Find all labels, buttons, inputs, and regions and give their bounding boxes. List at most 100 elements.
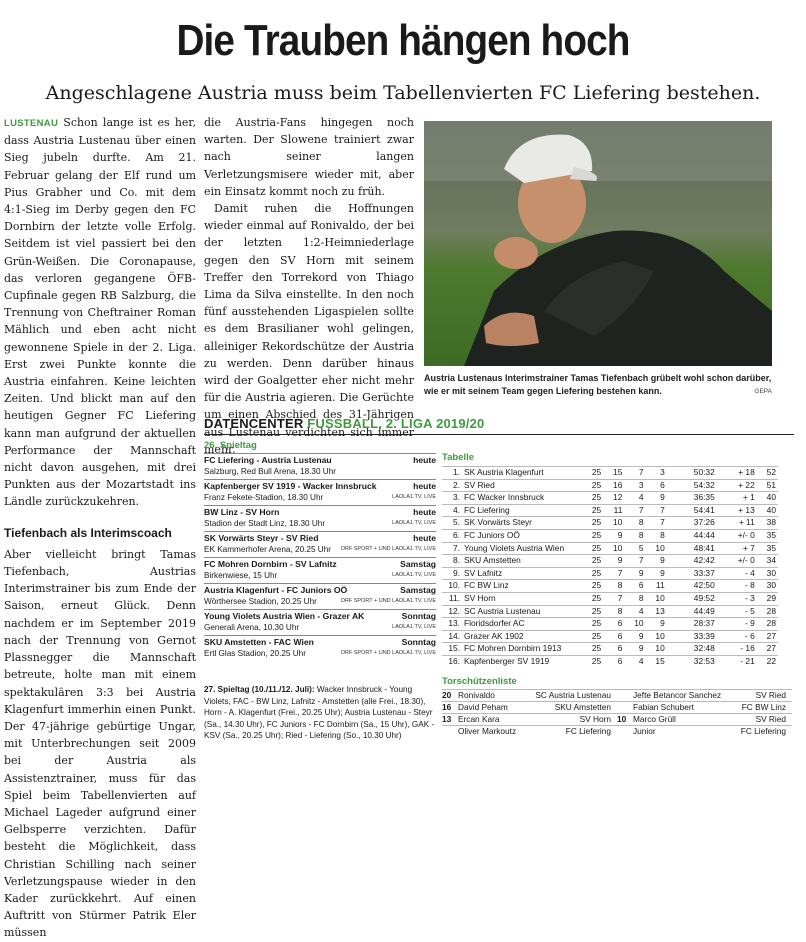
table-cell-drawn: 5 [624, 541, 646, 555]
match-tv: LAOLA1.TV, LIVE [392, 624, 436, 630]
table-cell-lost: 7 [645, 516, 667, 530]
table-cell-rank: 9. [442, 566, 462, 580]
table-cell-points: 27 [756, 629, 778, 643]
table-cell-team: FC Liefering [462, 503, 582, 517]
scorer-name: Ronivaldo [458, 690, 495, 700]
match-details-row: Ertl Glas Stadion, 20.25 Uhr ORF SPORT + … [204, 648, 436, 659]
match-item: SK Vorwärts Steyr - SV Ried heute EK Kamme… [204, 531, 436, 557]
match-teams: FC Liefering - Austria Lustenau [204, 455, 332, 465]
match-teams: Young Violets Austria Wien - Grazer AK [204, 611, 365, 621]
table-cell-played: 25 [582, 466, 604, 480]
article-paragraph-4: Damit ruhen die Hoffnungen wieder einmal… [204, 202, 414, 456]
table-cell-won: 7 [603, 591, 625, 606]
headline: Die Trauben hängen hoch [176, 16, 630, 65]
article-column-1: LUSTENAU Schon lange ist es her, dass Au… [4, 114, 196, 942]
scorer-row: Fabian Schubert FC BW Linz [617, 701, 792, 713]
article-column-2: die Austria-Fans hingegen noch warten. D… [204, 114, 414, 458]
match-teams: Austria Klagenfurt - FC Juniors OÖ [204, 585, 348, 595]
fixtures: 26. Spieltag FC Liefering - Austria Lust… [204, 440, 436, 661]
table-cell-lost: 7 [645, 503, 667, 517]
match-day: Samstag [400, 585, 436, 595]
table-cell-lost: 9 [645, 617, 667, 631]
table-cell-team: FC Juniors OÖ [462, 528, 582, 543]
table-cell-won: 11 [603, 503, 625, 517]
table-cell-rank: 16. [442, 654, 462, 668]
table-row: 13. Floridsdorfer AC 25 6 10 9 28:37- 9 28 [442, 617, 778, 631]
subheadline: Angeschlagene Austria muss beim Tabellen… [45, 82, 761, 104]
table-cell-rank: 8. [442, 554, 462, 568]
top-scorers: Torschützenliste 20 Ronivaldo SC Austria L… [442, 676, 792, 737]
datacenter-divider [204, 434, 794, 435]
table-cell-played: 25 [582, 617, 604, 631]
table-cell-won: 6 [603, 642, 625, 656]
match-details-row: Salzburg, Red Bull Arena, 18.30 Uhr [204, 466, 436, 477]
table-cell-rank: 11. [442, 591, 462, 606]
scorer-row: Jefte Betancor Sanchez SV Ried [617, 689, 792, 701]
match-header-row: FC Liefering - Austria Lustenau heute [204, 455, 436, 466]
table-cell-goals: 37:26 [666, 516, 717, 530]
table-cell-points: 51 [756, 478, 778, 492]
match-teams: Kapfenberger SV 1919 - Wacker Innsbruck [204, 481, 377, 491]
match-item: Young Violets Austria Wien - Grazer AK So… [204, 609, 436, 635]
table-cell-lost: 10 [645, 541, 667, 555]
scorer-goals: 13 [442, 714, 452, 724]
table-cell-difference: - 16 [716, 642, 757, 656]
fixtures-title: 26. Spieltag [204, 440, 257, 451]
match-teams: BW Linz - SV Horn [204, 507, 280, 517]
scorer-goals: 20 [442, 690, 452, 700]
match-tv: LAOLA1.TV, LIVE [392, 494, 436, 500]
table-row: 6. FC Juniors OÖ 25 9 8 8 44:44 +/- 0 35 [442, 528, 778, 543]
table-cell-won: 10 [603, 516, 625, 530]
table-cell-lost: 11 [645, 579, 667, 593]
table-cell-difference: + 1 [716, 491, 757, 505]
table-cell-team: FC Mohren Dornbirn 1913 [462, 642, 582, 656]
table-cell-lost: 10 [645, 642, 667, 656]
scorer-name: Fabian Schubert [633, 702, 694, 712]
table-cell-drawn: 8 [624, 516, 646, 530]
match-teams: FC Mohren Dornbirn - SV Lafnitz [204, 559, 337, 569]
table-cell-won: 6 [603, 617, 625, 631]
table-cell-played: 25 [582, 579, 604, 593]
table-cell-goals: 44:44 [666, 528, 717, 543]
table-cell-points: 35 [756, 541, 778, 555]
match-day: Sonntag [401, 637, 436, 647]
table-cell-lost: 8 [645, 528, 667, 543]
match-item: Austria Klagenfurt - FC Juniors OÖ Samsta… [204, 583, 436, 609]
scorer-row: Junior FC Liefering [617, 725, 792, 737]
table-cell-drawn: 4 [624, 491, 646, 505]
table-cell-played: 25 [582, 554, 604, 568]
table-cell-played: 25 [582, 541, 604, 555]
article-paragraph-1: Schon lange ist es her, dass Austria Lus… [4, 116, 196, 509]
standings-title: Tabelle [442, 452, 475, 463]
match-day: heute [413, 481, 436, 491]
table-cell-won: 12 [603, 491, 625, 505]
table-cell-difference: + 22 [716, 478, 757, 492]
match-day: Sonntag [401, 611, 436, 621]
table-cell-drawn: 6 [624, 579, 646, 593]
table-cell-goals: 33:37 [666, 566, 717, 580]
coach-photo [424, 121, 772, 366]
table-cell-difference: - 4 [716, 566, 757, 580]
table-cell-drawn: 4 [624, 604, 646, 618]
table-cell-points: 52 [756, 466, 778, 480]
match-venue: Generali Arena, 10.30 Uhr [204, 623, 300, 632]
match-day: heute [413, 533, 436, 543]
table-cell-played: 25 [582, 478, 604, 492]
table-cell-team: SK Austria Klagenfurt [462, 466, 582, 480]
scorer-club: FC Liefering [565, 726, 611, 736]
table-cell-rank: 14. [442, 629, 462, 643]
scorer-name: Oliver Markoutz [458, 726, 517, 736]
table-row: 15. FC Mohren Dornbirn 1913 25 6 9 10 32:48- 1… [442, 642, 778, 656]
match-day: Samstag [400, 559, 436, 569]
match-header-row: FC Mohren Dornbirn - SV Lafnitz Samstag [204, 559, 436, 570]
photo-credit: GEPA [754, 388, 772, 395]
table-cell-points: 30 [756, 579, 778, 593]
table-cell-difference: + 7 [716, 541, 757, 555]
match-tv: ORF SPORT + UND LAOLA1.TV, LIVE [340, 546, 436, 552]
match-item: BW Linz - SV Horn heute Stadion der Stadt … [204, 505, 436, 531]
table-cell-difference: - 3 [716, 591, 757, 606]
table-row: 12. SC Austria Lustenau 25 8 4 13 44:49- 5 28 [442, 604, 778, 618]
table-cell-rank: 7. [442, 541, 462, 555]
match-venue: Franz Fekete-Stadion, 18.30 Uhr [204, 493, 324, 502]
table-cell-team: SK Vorwärts Steyr [462, 516, 582, 530]
